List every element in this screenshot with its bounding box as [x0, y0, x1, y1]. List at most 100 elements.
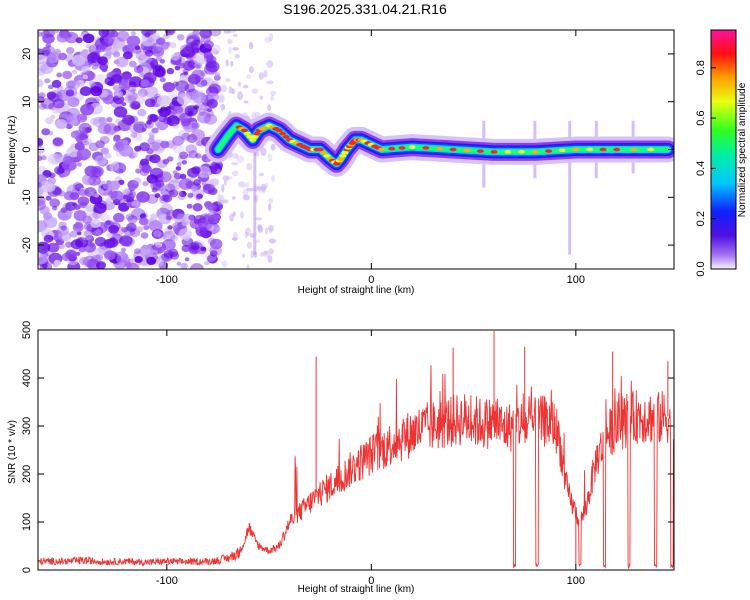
noise-blob — [65, 89, 75, 97]
noise-blob — [158, 261, 169, 269]
noise-blob — [90, 51, 101, 60]
noise-blob — [244, 231, 248, 239]
noise-blob — [71, 69, 78, 74]
noise-blob — [154, 68, 166, 78]
noise-blob — [266, 80, 274, 85]
noise-blob — [93, 116, 106, 128]
noise-blob — [38, 138, 43, 146]
noise-blob — [263, 250, 269, 255]
noise-blob — [206, 98, 218, 109]
noise-blob — [170, 234, 179, 242]
noise-blob — [139, 142, 151, 152]
chart-title: S196.2025.331.04.21.R16 — [283, 1, 447, 17]
noise-blob — [127, 84, 137, 93]
noise-blob — [76, 113, 88, 123]
noise-blob — [176, 162, 182, 167]
noise-blob — [231, 237, 238, 241]
noise-blob — [76, 162, 82, 167]
noise-blob — [67, 79, 80, 91]
noise-blob — [126, 222, 137, 232]
noise-blob — [98, 30, 110, 38]
noise-blob — [179, 190, 187, 197]
ridge-peak — [408, 145, 416, 149]
noise-blob — [217, 199, 224, 205]
noise-blob — [96, 187, 104, 194]
colorbar-tick-label: 0.2 — [695, 211, 707, 226]
noise-blob — [154, 141, 161, 147]
noise-blob — [133, 65, 144, 74]
noise-blob — [86, 178, 94, 185]
streak — [253, 120, 257, 255]
noise-blob — [103, 124, 117, 136]
noise-blob — [47, 242, 60, 253]
noise-blob — [108, 224, 119, 234]
noise-blob — [132, 152, 138, 157]
noise-blob — [52, 30, 60, 34]
noise-blob — [268, 203, 272, 211]
noise-blob — [172, 170, 178, 175]
noise-blob — [160, 188, 170, 196]
noise-blob — [218, 94, 225, 103]
noise-blob — [197, 111, 211, 124]
ridge-peak — [504, 150, 512, 154]
noise-blob — [74, 204, 81, 210]
ridge-peak — [282, 135, 290, 139]
noise-blob — [72, 182, 83, 191]
noise-blob — [115, 56, 129, 68]
noise-blob — [112, 85, 119, 91]
noise-blob — [215, 226, 221, 233]
noise-blob — [221, 260, 227, 268]
noise-blob — [38, 79, 44, 88]
noise-blob — [251, 88, 259, 94]
noise-blob — [49, 178, 56, 184]
noise-blob — [52, 108, 60, 114]
noise-blob — [196, 193, 203, 200]
y-tick-label: 10 — [21, 96, 33, 108]
noise-blob — [75, 37, 83, 44]
noise-blob — [53, 259, 62, 266]
y-tick-label: 500 — [21, 321, 33, 339]
noise-blob — [237, 81, 242, 87]
noise-blob — [200, 246, 207, 252]
noise-blob — [159, 59, 166, 64]
noise-blob — [122, 195, 128, 200]
noise-blob — [245, 182, 250, 189]
ridge-peak — [241, 128, 248, 133]
noise-blob — [266, 60, 274, 68]
noise-blob — [207, 211, 220, 222]
noise-blob — [246, 162, 253, 171]
noise-blob — [181, 132, 191, 141]
noise-blob — [268, 248, 274, 255]
noise-blob — [170, 53, 180, 61]
noise-blob — [48, 172, 56, 179]
noise-blob — [192, 91, 207, 104]
noise-blob — [105, 197, 112, 204]
noise-blob — [65, 249, 77, 260]
noise-blob — [130, 31, 136, 36]
noise-blob — [164, 30, 176, 36]
noise-blob — [175, 80, 189, 92]
noise-blob — [173, 172, 182, 180]
x-tick-label: 0 — [368, 575, 374, 587]
noise-blob — [160, 140, 170, 149]
noise-blob — [76, 231, 82, 236]
noise-blob — [228, 86, 233, 94]
noise-blob — [128, 81, 137, 88]
noise-blob — [255, 217, 263, 221]
y-tick-label: 300 — [21, 417, 33, 435]
noise-blob — [259, 252, 265, 257]
noise-blob — [48, 131, 54, 136]
noise-blob — [41, 49, 50, 57]
noise-blob — [101, 66, 108, 73]
noise-blob — [187, 192, 194, 198]
noise-blob — [168, 248, 179, 257]
noise-blob — [223, 30, 231, 34]
y-tick-label: 100 — [21, 513, 33, 531]
noise-blob — [200, 80, 208, 86]
noise-blob — [75, 237, 89, 249]
noise-blob — [38, 31, 43, 37]
ridge-peak — [341, 150, 349, 155]
noise-blob — [47, 51, 61, 63]
noise-blob — [168, 189, 179, 198]
noise-blob — [222, 175, 230, 182]
